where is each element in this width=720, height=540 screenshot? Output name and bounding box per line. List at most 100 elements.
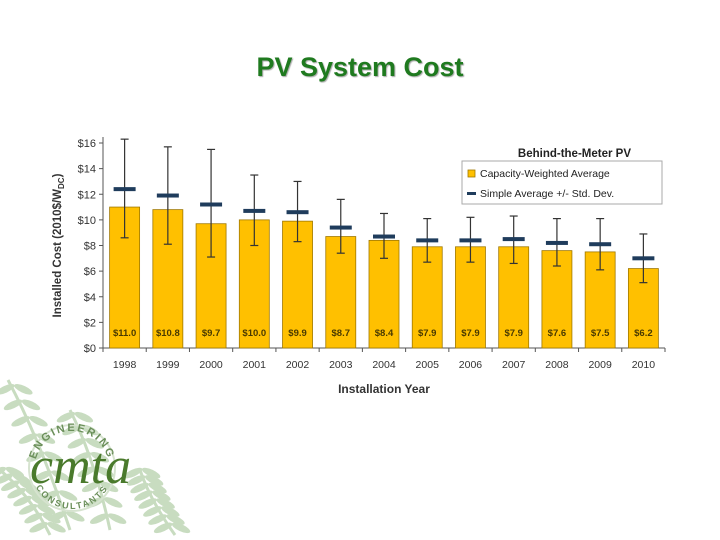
legend-box [461, 160, 663, 205]
fern-leaf [143, 506, 162, 517]
fern-leaf [153, 522, 173, 534]
x-tick-label: 2010 [632, 359, 656, 371]
fern-leaf [1, 480, 20, 492]
y-axis-title-main: Installed Cost (2010$/W [52, 189, 64, 318]
bar-value-label: $8.7 [332, 328, 351, 339]
x-tick-label: 1999 [156, 359, 180, 371]
chart-error-bars [113, 138, 655, 284]
bar-value-label: $7.5 [591, 328, 610, 339]
simple-average-marker [329, 225, 352, 230]
simple-average-marker [286, 210, 309, 215]
bar-value-label: $7.9 [461, 328, 480, 339]
y-axis-title-end: ) [52, 173, 64, 177]
bar-value-label: $9.7 [202, 328, 221, 339]
slide-title: PV System Cost [256, 52, 464, 82]
chart-legend: Capacity-Weighted Average Simple Average … [461, 160, 663, 205]
simple-average-marker [200, 202, 223, 207]
bar [282, 220, 313, 349]
y-tick-label: $12 [78, 189, 96, 201]
bar-value-label: $7.9 [418, 328, 437, 339]
fern-leaf [51, 470, 71, 481]
fern-leaf [44, 451, 63, 462]
legend-swatch-marker [467, 192, 476, 195]
fern-leaf [11, 415, 30, 427]
fern-leaf [130, 482, 149, 494]
bar-value-label: $7.6 [548, 328, 567, 339]
simple-average-marker [156, 193, 179, 198]
simple-average-marker [589, 242, 612, 247]
bar-value-label: $10.8 [156, 328, 180, 339]
bar-value-label: $10.0 [242, 328, 266, 339]
x-axis-title: Installation Year [338, 382, 430, 396]
fern-leaf [21, 399, 41, 411]
fern-leaf [171, 522, 191, 534]
chart-axes: $0 $2 $4 $6 $8 $10 $12 $14 $16 1998 1999 2000 2001 20… [52, 137, 666, 396]
fern-leaf [18, 433, 38, 444]
fern-leaf [29, 415, 48, 427]
y-axis-title-subscript: DC [57, 177, 66, 189]
fern-leaf [33, 470, 53, 481]
fern-leaf [42, 512, 61, 524]
fern-leaf [148, 514, 167, 525]
fern-leaf [3, 399, 23, 411]
x-tick-label: 2005 [416, 359, 440, 371]
fern-leaf [66, 511, 85, 522]
fern-leaf [152, 490, 171, 501]
x-tick-label: 2001 [243, 359, 267, 371]
y-axis-title: Installed Cost (2010$/WDC) [52, 173, 66, 317]
fern-leaf [62, 424, 81, 436]
bar-value-label: $9.9 [288, 328, 307, 339]
x-tick-label: 1998 [113, 359, 137, 371]
fern-leaf [26, 451, 45, 462]
simple-average-marker [502, 237, 525, 242]
y-tick-label: $2 [84, 317, 96, 329]
fern-leaf [148, 482, 167, 494]
x-tick-label: 2004 [372, 359, 396, 371]
x-tick-label: 2009 [588, 359, 612, 371]
bar-value-label: $6.2 [634, 328, 653, 339]
fern-leaf [156, 498, 175, 509]
simple-average-marker [632, 256, 655, 261]
logo-wordmark: cmta [30, 438, 131, 495]
chart-title: Behind-the-Meter PV [518, 148, 631, 160]
fern-leaf [14, 384, 33, 395]
fern-leaf [56, 411, 76, 423]
y-tick-label: $8 [84, 241, 96, 253]
fern-leaf [166, 514, 185, 525]
fern-leaf [7, 487, 26, 499]
x-tick-label: 2002 [286, 359, 310, 371]
fern-leaf [0, 466, 7, 478]
fern-leaf [90, 451, 110, 463]
legend-swatch-bar [467, 169, 476, 178]
bar-value-label: $11.0 [113, 328, 136, 339]
fern-leaf [134, 490, 153, 501]
x-tick-label: 2006 [459, 359, 483, 371]
fern-leaf [138, 498, 157, 509]
simple-average-marker [243, 208, 266, 213]
fern-leaf [126, 475, 146, 486]
fern-leaf [104, 497, 123, 508]
y-tick-label: $10 [78, 215, 96, 227]
fern-leaf [29, 521, 48, 533]
fern-leaf [36, 504, 56, 515]
x-tick-label: 2007 [502, 359, 526, 371]
fern-leaf [107, 513, 127, 524]
bar [455, 246, 486, 349]
bar [411, 246, 443, 349]
legend-label-capacity-weighted: Capacity-Weighted Average [480, 168, 610, 180]
fern-leaf [18, 504, 38, 515]
y-tick-label: $4 [84, 292, 96, 304]
fern-leaf [40, 490, 60, 501]
fern-leaf [144, 475, 164, 486]
fern-leaf [141, 467, 161, 479]
bar-value-label: $7.9 [504, 328, 523, 339]
fern-leaf [161, 506, 180, 517]
fern-leaf [67, 438, 87, 449]
fern-leaf [123, 467, 143, 479]
fern-leaf [77, 466, 96, 478]
chart-labels: Behind-the-Meter PV $11.0 $10.8 $9.7 $10.0 $9… [113, 148, 653, 339]
fern-leaf [19, 480, 38, 492]
fern-leaf [95, 466, 114, 478]
x-tick-label: 2008 [545, 359, 569, 371]
